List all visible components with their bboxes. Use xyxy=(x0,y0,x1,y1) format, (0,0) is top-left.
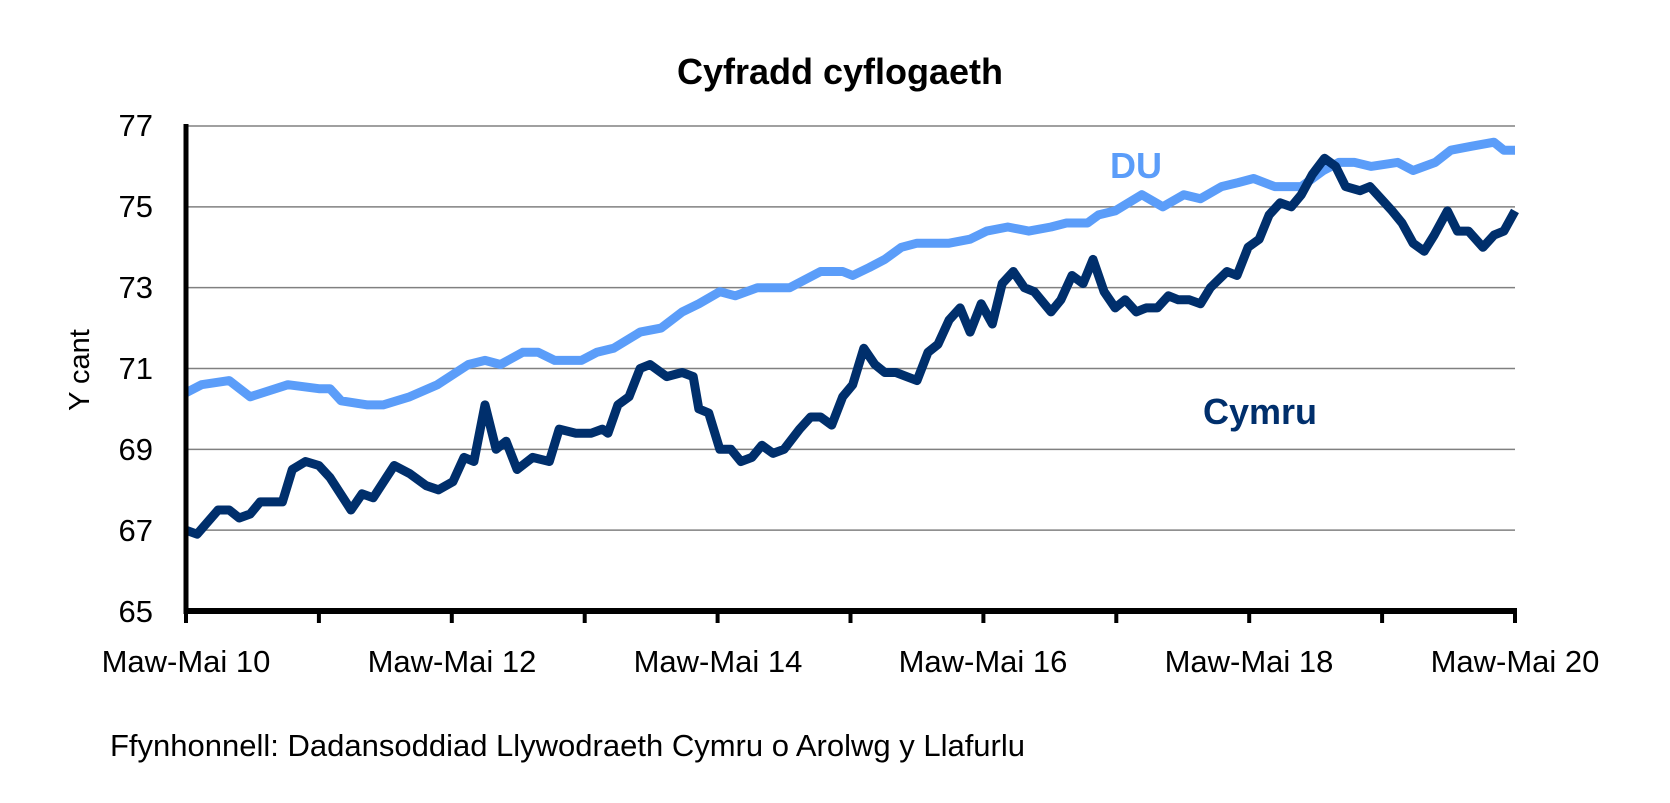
x-tick-label: Maw-Mai 12 xyxy=(368,644,537,679)
x-tick-label: Maw-Mai 20 xyxy=(1431,644,1600,679)
y-tick-label: 77 xyxy=(119,108,153,143)
y-tick-label: 67 xyxy=(119,513,153,548)
y-axis-title: Y cant xyxy=(64,329,96,411)
y-tick-label: 71 xyxy=(119,351,153,386)
source-note: Ffynhonnell: Dadansoddiad Llywodraeth Cy… xyxy=(110,728,1025,763)
x-tick-label: Maw-Mai 18 xyxy=(1165,644,1334,679)
gridlines xyxy=(186,125,1515,531)
chart-title: Cyfradd cyflogaeth xyxy=(677,51,1003,92)
x-tick-label: Maw-Mai 10 xyxy=(102,644,271,679)
y-tick-label: 75 xyxy=(119,189,153,224)
cymru-series-label: Cymru xyxy=(1203,391,1317,432)
y-tick-label: 69 xyxy=(119,432,153,467)
cymru-series-line xyxy=(184,153,1519,539)
x-tick-label: Maw-Mai 14 xyxy=(634,644,803,679)
y-tick-label: 73 xyxy=(119,270,153,305)
x-axis-ticks: Maw-Mai 10 Maw-Mai 12 Maw-Mai 14 Maw-Mai… xyxy=(102,644,1600,679)
y-axis-ticks: 65 67 69 71 73 75 77 xyxy=(119,108,153,629)
du-series-line xyxy=(183,137,1515,410)
du-series-label: DU xyxy=(1110,145,1162,186)
series-lines xyxy=(183,137,1519,539)
x-axis-tick-marks xyxy=(184,611,1517,623)
x-tick-label: Maw-Mai 16 xyxy=(899,644,1068,679)
axes xyxy=(183,124,1517,623)
y-tick-label: 65 xyxy=(119,594,153,629)
